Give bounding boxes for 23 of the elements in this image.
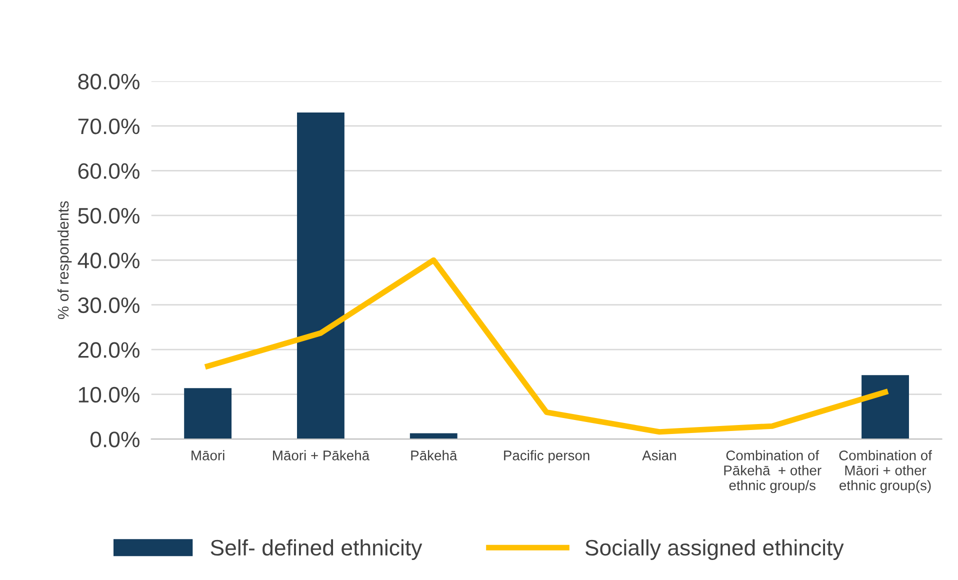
y-tick-label: 70.0% bbox=[78, 118, 140, 134]
y-tick-label: 60.0% bbox=[78, 163, 140, 179]
x-tick-label: Māori bbox=[192, 450, 224, 460]
bar bbox=[410, 433, 458, 440]
y-tick-label: 80.0% bbox=[78, 74, 140, 90]
bar bbox=[184, 388, 232, 440]
y-tick-label: 20.0% bbox=[78, 342, 140, 358]
y-axis-title: % of respondents bbox=[57, 201, 72, 320]
legend-label: Self- defined ethnicity bbox=[210, 539, 422, 560]
y-tick-label: 10.0% bbox=[78, 386, 140, 403]
bar bbox=[862, 375, 909, 440]
y-tick-label: 50.0% bbox=[78, 208, 140, 224]
y-tick-label: 40.0% bbox=[78, 252, 140, 268]
x-tick-label: Pacific person bbox=[504, 450, 590, 464]
y-tick-label: 0.0% bbox=[90, 432, 140, 448]
x-tick-label: Combination of Māori + other ethnic group(s) bbox=[839, 450, 932, 494]
bar bbox=[297, 112, 344, 440]
x-tick-label: Asian bbox=[642, 450, 676, 460]
legend-label: Socially assigned ethincity bbox=[585, 539, 844, 560]
y-tick-label: 30.0% bbox=[78, 297, 140, 314]
x-tick-label: Pākehā bbox=[411, 450, 458, 460]
x-tick-label: Combination of Pākehā + other ethnic group/s bbox=[724, 450, 822, 494]
x-tick-label: Māori + Pākehā bbox=[273, 450, 370, 460]
